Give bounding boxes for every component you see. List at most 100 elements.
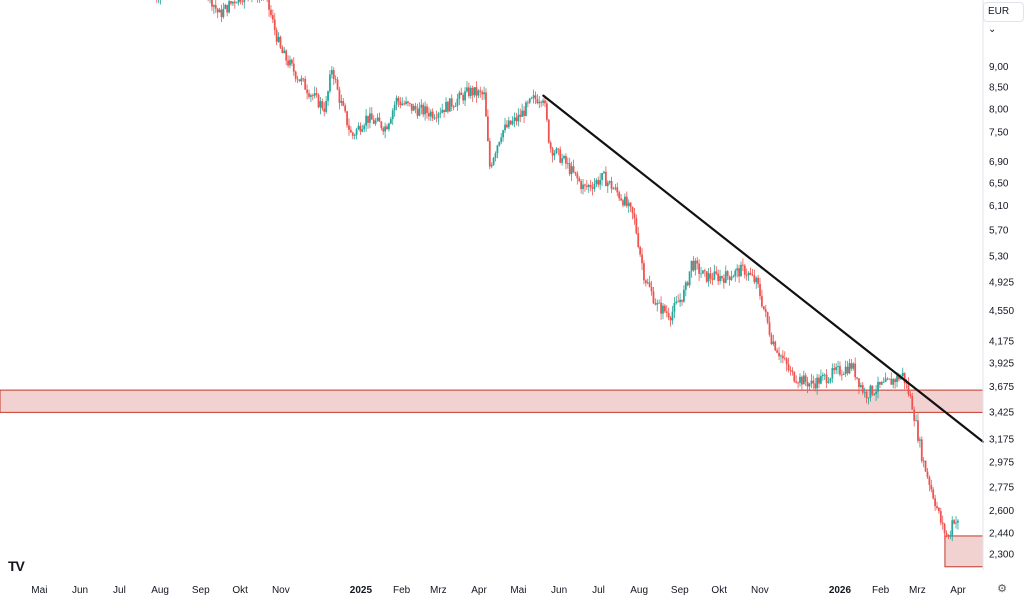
candle-body-218 <box>568 163 571 175</box>
candle-body-376 <box>869 385 872 398</box>
candle-body-373 <box>863 391 866 393</box>
candle-body-237 <box>604 171 607 187</box>
candle-body-270 <box>667 312 670 318</box>
candle-body-257 <box>643 263 645 281</box>
candle-body-184 <box>504 124 506 131</box>
candle-body-415 <box>943 523 946 533</box>
candle-body-251 <box>631 206 634 214</box>
candle-body-330 <box>781 355 784 359</box>
y-tick-label-12: 3,925 <box>989 359 1014 370</box>
candle-body-181 <box>498 141 501 146</box>
time-axis[interactable]: Mai Jun Jul Aug Sep Okt Nov 2025 Feb Mrz Apr Mai Jun… <box>31 585 966 596</box>
candle-body-130 <box>401 103 404 106</box>
candle-body-114 <box>370 113 373 120</box>
candle-body-122 <box>386 126 388 130</box>
candle-body-271 <box>669 317 672 321</box>
candle-body-262 <box>652 291 655 304</box>
candle-body-110 <box>363 125 366 130</box>
candle-body-78 <box>302 78 305 80</box>
trendline-layer[interactable] <box>542 94 985 443</box>
candle-body-70 <box>287 60 289 66</box>
trendline[interactable] <box>542 94 985 443</box>
y-tick-label-20: 2,300 <box>989 550 1014 561</box>
candle-body-68 <box>283 50 286 54</box>
x-tick-label-11: Mai <box>510 585 526 596</box>
candle-body-210 <box>553 153 556 156</box>
candle-body-343 <box>806 381 809 387</box>
candle-body-295 <box>715 271 718 274</box>
candle-body-157 <box>452 106 455 108</box>
x-tick-label-17: Nov <box>751 585 769 596</box>
candle-body-358 <box>835 367 838 371</box>
candle-body-390 <box>896 375 898 382</box>
candle-body-359 <box>837 366 839 368</box>
candle-body-109 <box>361 129 364 132</box>
candle-body-420 <box>953 520 956 524</box>
candle-body-75 <box>296 78 299 80</box>
candle-body-404 <box>922 460 925 462</box>
candle-body-41 <box>231 1 234 4</box>
y-tick-label-4: 6,90 <box>989 157 1009 168</box>
candle-body-260 <box>648 282 651 287</box>
candle-body-205 <box>544 100 546 104</box>
candle-body-144 <box>427 112 430 117</box>
currency-selector[interactable]: EUR ⌄ <box>983 2 1024 35</box>
zone-1[interactable] <box>944 535 984 568</box>
candle-body-290 <box>705 271 708 282</box>
candle-body-134 <box>408 103 411 104</box>
candle-body-156 <box>450 98 453 107</box>
candle-body-389 <box>894 379 897 382</box>
candle-body-150 <box>439 112 442 114</box>
y-tick-label-5: 6,50 <box>989 178 1009 189</box>
candle-body-391 <box>898 375 900 380</box>
candle-body-312 <box>747 272 750 276</box>
candle-body-202 <box>538 101 541 104</box>
candle-body-353 <box>825 374 828 383</box>
candle-body-379 <box>875 391 878 395</box>
gear-icon[interactable]: ⚙ <box>997 583 1007 595</box>
candle-body-350 <box>820 376 822 384</box>
candle-body-272 <box>671 311 674 321</box>
candle-body-304 <box>732 276 735 278</box>
y-tick-label-18: 2,600 <box>989 506 1014 517</box>
candle-body-186 <box>507 120 510 128</box>
candle-body-403 <box>920 439 923 461</box>
candle-body-273 <box>673 302 676 312</box>
candle-body-401 <box>917 420 919 441</box>
candle-body-368 <box>854 363 857 378</box>
candle-body-81 <box>308 93 310 97</box>
candle-body-139 <box>418 107 421 116</box>
candle-body-171 <box>479 90 482 92</box>
candle-body-149 <box>437 113 440 118</box>
candle-body-115 <box>372 119 375 124</box>
candle-body-408 <box>930 484 933 490</box>
candle-body-30 <box>211 0 213 7</box>
candle-body-201 <box>536 99 539 104</box>
candle-body-244 <box>618 192 621 199</box>
candle-body-325 <box>772 341 775 345</box>
tradingview-logo: TV <box>8 558 25 574</box>
candle-body-196 <box>526 102 529 104</box>
candle-body-268 <box>663 305 666 312</box>
candle-body-326 <box>774 341 777 351</box>
candle-body-370 <box>858 378 860 388</box>
candle-body-242 <box>614 187 617 189</box>
candle-body-369 <box>856 377 858 379</box>
chevron-down-icon: ⌄ <box>988 24 997 35</box>
candle-body-211 <box>555 148 558 154</box>
x-tick-label-1: Jun <box>72 585 88 596</box>
x-tick-label-0: Mai <box>31 585 47 596</box>
candle-body-317 <box>757 277 760 284</box>
candle-body-226 <box>584 184 586 186</box>
zone-0[interactable] <box>0 389 984 413</box>
y-tick-label-6: 6,10 <box>989 201 1009 212</box>
candle-body-170 <box>477 90 480 96</box>
candle-body-84 <box>313 93 316 96</box>
candle-body-298 <box>721 276 723 279</box>
price-axis[interactable]: 9,00 8,50 8,00 7,50 6,90 6,50 6,10 5,70 5,30 4,92… <box>989 62 1014 560</box>
candle-body-167 <box>471 87 474 96</box>
candle-body-387 <box>890 378 893 385</box>
candle-body-43 <box>235 2 238 4</box>
candle-body-339 <box>799 376 801 383</box>
